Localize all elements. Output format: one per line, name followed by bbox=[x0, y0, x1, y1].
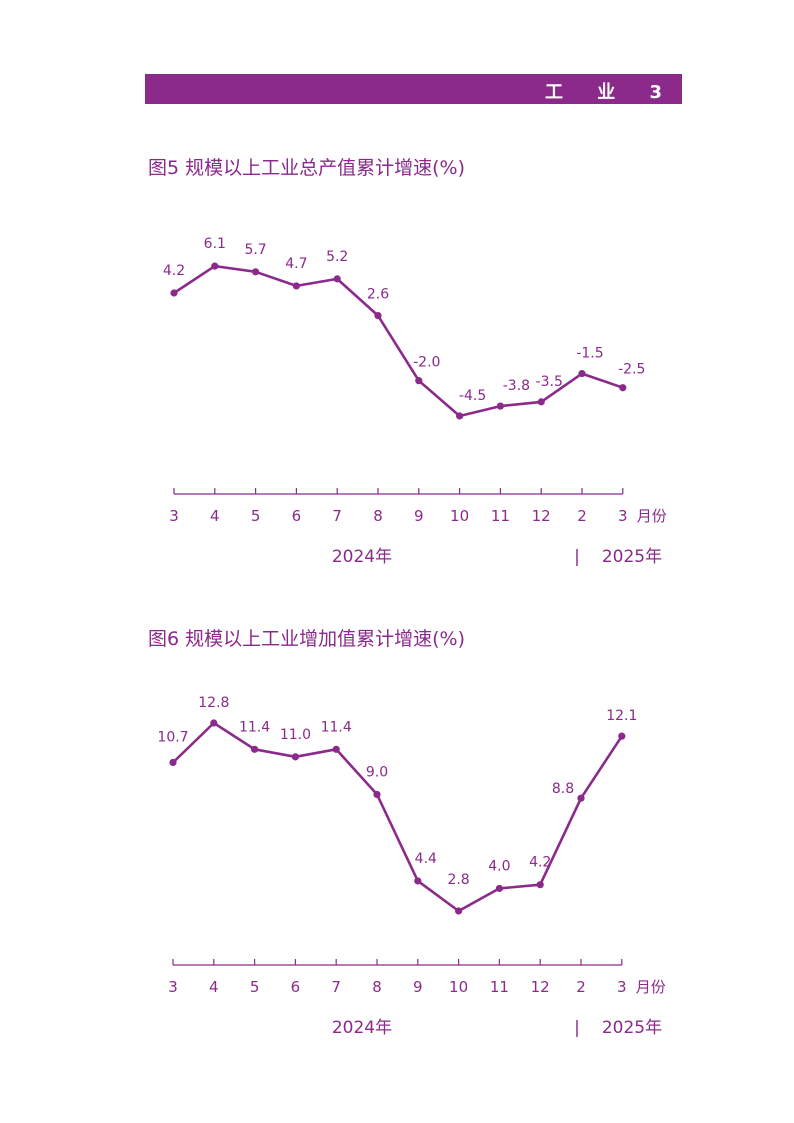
x-tick-label: 3 bbox=[618, 507, 628, 525]
data-label: -2.5 bbox=[618, 362, 645, 378]
x-tick-label: 7 bbox=[331, 978, 341, 996]
data-point bbox=[577, 794, 585, 802]
x-tick-label: 9 bbox=[414, 507, 424, 525]
x-tick-label: 12 bbox=[532, 507, 551, 525]
data-point bbox=[374, 312, 382, 320]
data-point bbox=[537, 398, 545, 406]
x-tick-label: 10 bbox=[449, 978, 468, 996]
x-tick-label: 4 bbox=[209, 978, 219, 996]
data-label: 11.4 bbox=[321, 719, 352, 735]
data-label: -4.5 bbox=[459, 388, 486, 404]
data-point bbox=[252, 268, 260, 276]
x-tick-label: 11 bbox=[491, 507, 510, 525]
section-header-title: 工 业 3 bbox=[544, 82, 676, 103]
data-label: 10.7 bbox=[157, 729, 188, 745]
figure6-title: 图6 规模以上工业增加值累计增速(%) bbox=[148, 628, 466, 650]
data-label: 4.7 bbox=[285, 256, 307, 272]
data-point bbox=[455, 907, 463, 915]
series-line bbox=[173, 264, 624, 418]
data-point bbox=[536, 881, 544, 889]
data-label: 8.8 bbox=[552, 781, 574, 797]
data-point bbox=[170, 289, 178, 297]
x-tick-label: 6 bbox=[292, 507, 302, 525]
x-tick-label: 3 bbox=[168, 978, 178, 996]
data-label: 9.0 bbox=[366, 764, 388, 780]
data-label: 5.2 bbox=[326, 249, 348, 265]
x-tick-label: 2 bbox=[577, 507, 587, 525]
data-label: 4.0 bbox=[488, 858, 510, 874]
x-tick-label: 8 bbox=[373, 507, 383, 525]
x-tick-label: 11 bbox=[490, 978, 509, 996]
data-point bbox=[414, 877, 422, 885]
data-label: 2.6 bbox=[367, 287, 389, 303]
data-point bbox=[211, 262, 219, 270]
data-label: 2.8 bbox=[447, 872, 469, 888]
data-label: -2.0 bbox=[413, 355, 440, 371]
data-label: 4.4 bbox=[415, 851, 437, 867]
data-point bbox=[415, 377, 423, 385]
x-tick-label: 6 bbox=[291, 978, 301, 996]
x-tick-label: 12 bbox=[531, 978, 550, 996]
data-point bbox=[292, 282, 300, 290]
data-point bbox=[333, 275, 341, 283]
year-label-2024: 2024年 bbox=[332, 547, 392, 567]
year-label-2025: 2025年 bbox=[602, 547, 662, 567]
x-tick-label: 9 bbox=[413, 978, 423, 996]
x-tick-label: 7 bbox=[332, 507, 342, 525]
year-separator: | bbox=[574, 547, 580, 567]
data-point bbox=[618, 732, 626, 740]
section-header-bar: 工 业 3 bbox=[145, 74, 682, 104]
x-tick-label: 4 bbox=[210, 507, 220, 525]
data-point bbox=[373, 790, 381, 799]
x-tick-label: 8 bbox=[372, 978, 382, 996]
x-axis-unit-label: 月份 bbox=[637, 507, 667, 525]
x-tick-label: 5 bbox=[250, 978, 260, 996]
year-separator: | bbox=[574, 1018, 580, 1038]
figure5-title: 图5 规模以上工业总产值累计增速(%) bbox=[148, 157, 466, 179]
data-label: 5.7 bbox=[244, 242, 266, 258]
data-point bbox=[619, 384, 627, 392]
data-point bbox=[332, 745, 340, 753]
data-label: 11.4 bbox=[239, 719, 270, 735]
year-label-2024: 2024年 bbox=[332, 1018, 392, 1038]
x-tick-label: 3 bbox=[617, 978, 627, 996]
x-tick-label: 2 bbox=[576, 978, 586, 996]
x-tick-label: 3 bbox=[169, 507, 179, 525]
data-point bbox=[496, 402, 504, 410]
data-point bbox=[456, 412, 464, 420]
data-label: 4.2 bbox=[529, 855, 551, 871]
data-label: -3.8 bbox=[503, 378, 530, 394]
data-point bbox=[578, 369, 586, 378]
year-label-2025: 2025年 bbox=[602, 1018, 662, 1038]
data-point bbox=[251, 745, 259, 753]
data-label: 11.0 bbox=[280, 727, 311, 743]
x-axis-unit-label: 月份 bbox=[636, 978, 666, 996]
x-tick-label: 5 bbox=[251, 507, 261, 525]
data-label: 6.1 bbox=[204, 236, 226, 252]
data-label: 12.8 bbox=[198, 695, 229, 711]
data-point bbox=[169, 758, 177, 767]
data-label: 4.2 bbox=[163, 263, 185, 279]
data-point bbox=[495, 884, 503, 893]
data-label: -3.5 bbox=[536, 374, 563, 390]
x-tick-label: 10 bbox=[450, 507, 469, 525]
data-point bbox=[210, 719, 218, 727]
data-label: 12.1 bbox=[606, 708, 637, 724]
data-point bbox=[291, 753, 299, 761]
data-label: -1.5 bbox=[576, 346, 603, 362]
series-line bbox=[172, 721, 623, 913]
